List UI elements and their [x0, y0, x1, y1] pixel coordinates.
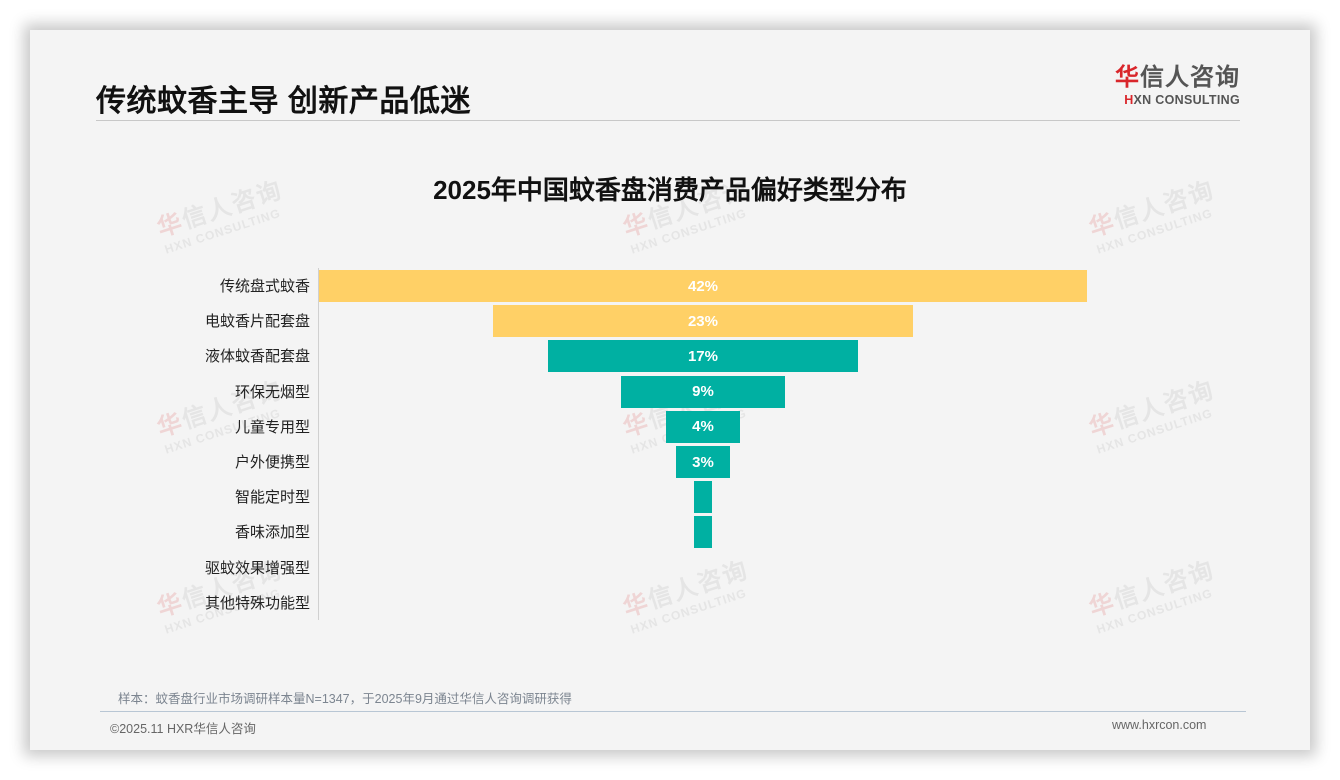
header-divider	[96, 120, 1240, 121]
category-label: 香味添加型	[234, 524, 310, 542]
category-label: 户外便携型	[234, 454, 310, 471]
website-link[interactable]: www.hxrcon.com	[1112, 718, 1207, 732]
bar-value-label: 42%	[687, 277, 719, 295]
category-label: 环保无烟型	[234, 383, 310, 401]
bar-value-label: 17%	[687, 347, 718, 365]
category-label: 液体蚊香配套盘	[204, 348, 310, 366]
category-label: 驱蚊效果增强型	[204, 559, 310, 577]
funnel-bar	[694, 481, 712, 514]
logo-cn: 华信人咨询	[1115, 64, 1240, 91]
sample-note: 样本：蚊香盘行业市场调研样本量N=1347，于2025年9月通过华信人咨询调研获…	[118, 692, 572, 706]
chart-title: 2025年中国蚊香盘消费产品偏好类型分布	[433, 175, 907, 205]
funnel-bar	[694, 516, 712, 549]
category-label: 电蚊香片配套盘	[204, 313, 310, 331]
category-axis-line	[318, 268, 319, 620]
logo-en: HXN CONSULTING	[1124, 93, 1240, 107]
funnel-bar: 42%	[319, 270, 1087, 302]
footer-divider	[100, 711, 1246, 712]
category-label: 其他特殊功能型	[204, 594, 310, 612]
bar-value-label: 3%	[692, 453, 714, 471]
brand-logo: 华信人咨询 HXN CONSULTING	[1110, 63, 1240, 107]
funnel-bar: 4%	[666, 410, 740, 443]
funnel-bar: 3%	[675, 446, 731, 478]
funnel-bar: 17%	[547, 340, 859, 373]
bar-value-label: 9%	[692, 383, 714, 401]
slide: 传统蚊香主导 创新产品低迷 华信人咨询 HXN CONSULTING 华信人咨询…	[30, 30, 1310, 750]
bar-value-label: 23%	[687, 312, 718, 330]
bar-value-label: 4%	[692, 418, 714, 436]
copyright: ©2025.11 HXR华信人咨询	[110, 722, 256, 736]
category-label: 传统盘式蚊香	[219, 278, 310, 295]
category-label: 儿童专用型	[234, 418, 310, 436]
funnel-bar: 23%	[492, 305, 914, 338]
funnel-bar: 9%	[620, 375, 786, 408]
page-title: 传统蚊香主导 创新产品低迷	[96, 85, 471, 118]
category-label: 智能定时型	[234, 489, 310, 507]
